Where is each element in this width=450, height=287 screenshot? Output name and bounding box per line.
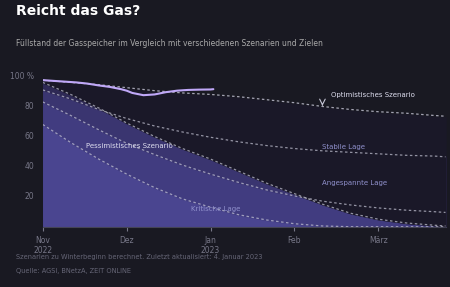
Text: Szenarien zu Winterbeginn berechnet. Zuletzt aktualisiert: 4. Januar 2023: Szenarien zu Winterbeginn berechnet. Zul…: [16, 254, 262, 260]
Text: Füllstand der Gasspeicher im Vergleich mit verschiedenen Szenarien und Zielen: Füllstand der Gasspeicher im Vergleich m…: [16, 39, 323, 48]
Text: Pessimistisches Szenario: Pessimistisches Szenario: [86, 143, 173, 149]
Text: 60: 60: [25, 132, 34, 141]
Text: 80: 80: [25, 102, 34, 111]
Text: Reicht das Gas?: Reicht das Gas?: [16, 4, 140, 18]
Text: Kritische Lage: Kritische Lage: [191, 206, 241, 212]
Text: Quelle: AGSI, BNetzA, ZEIT ONLINE: Quelle: AGSI, BNetzA, ZEIT ONLINE: [16, 268, 131, 274]
Text: 100 %: 100 %: [10, 72, 34, 81]
Text: Optimistisches Szenario: Optimistisches Szenario: [331, 92, 415, 98]
Text: Stabile Lage: Stabile Lage: [323, 144, 365, 150]
Text: 20: 20: [25, 192, 34, 201]
Text: Angespannte Lage: Angespannte Lage: [323, 180, 387, 186]
Text: 40: 40: [25, 162, 34, 171]
